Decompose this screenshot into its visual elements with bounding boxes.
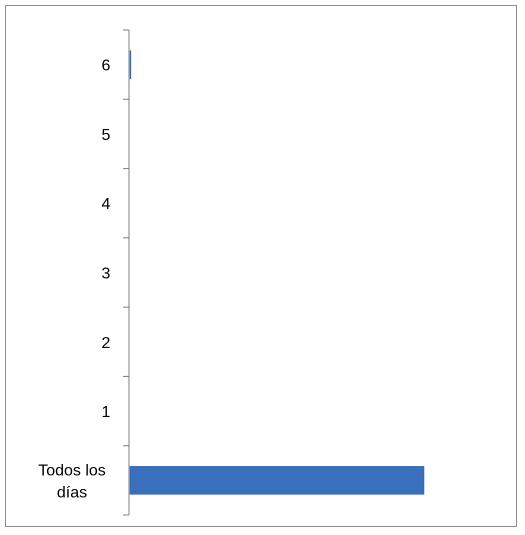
bars-group [129, 50, 425, 495]
y-tick-label-line: 6 [102, 58, 111, 75]
y-tick-label-line: 4 [102, 196, 111, 213]
y-tick-label: 6 [102, 58, 111, 75]
y-tick-label-line: Todos los [38, 462, 106, 479]
y-tick-label-line: 3 [102, 266, 111, 283]
y-tick-label: 3 [102, 266, 111, 283]
y-tick-label: 2 [102, 335, 111, 352]
y-tick-label-line: 2 [102, 335, 111, 352]
bar [129, 50, 132, 79]
y-tick-label: 5 [102, 127, 111, 144]
y-tick-label: 4 [102, 196, 111, 213]
y-tick-label: 1 [102, 404, 111, 421]
chart-frame [5, 5, 517, 527]
y-tick-label: Todos los días [38, 462, 106, 501]
y-tick-label-line: 5 [102, 127, 111, 144]
y-axis-tick-labels: Todos los días 1 2 3 4 5 6 [38, 58, 110, 502]
y-tick-label-line: días [57, 484, 87, 501]
bar [129, 466, 425, 495]
y-tick-label-line: 1 [102, 404, 111, 421]
y-axis-ticks [123, 29, 129, 516]
